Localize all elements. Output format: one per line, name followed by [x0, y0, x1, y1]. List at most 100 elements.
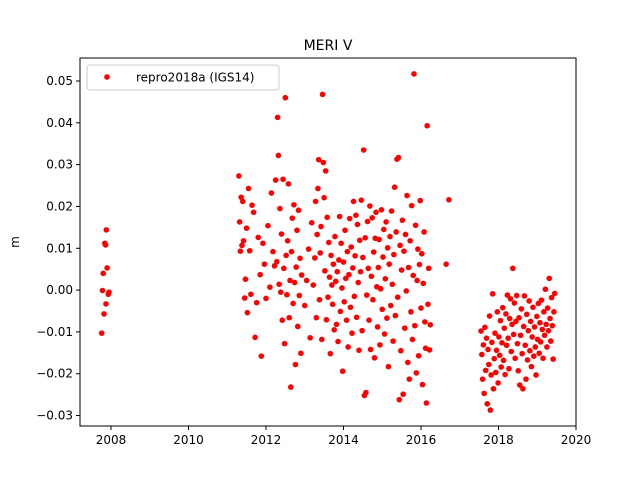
data-point [546, 275, 553, 282]
data-point [487, 407, 494, 413]
data-point [102, 242, 109, 248]
x-axis: 2008 2010 2012 2014 2016 2018 2020 [96, 426, 591, 447]
data-point [103, 301, 109, 307]
data-point [275, 152, 282, 159]
data-point [513, 318, 519, 325]
y-axis: −0.03 −0.02 −0.01 0.00 0.01 0.02 0.03 0.04 0.05 [36, 74, 80, 423]
data-point [379, 306, 386, 313]
data-point [427, 322, 434, 328]
data-point [278, 231, 285, 237]
data-point [479, 351, 485, 358]
data-point [294, 323, 301, 330]
data-point [527, 347, 533, 354]
data-point [413, 370, 420, 376]
data-point [506, 315, 513, 322]
data-point [288, 384, 294, 390]
data-point [321, 194, 327, 201]
data-point [279, 317, 286, 324]
data-point [377, 342, 383, 348]
data-point [301, 302, 308, 309]
data-point [529, 334, 536, 340]
data-point [312, 198, 319, 205]
data-point [545, 327, 552, 334]
data-point [344, 248, 351, 255]
data-point [271, 263, 278, 269]
data-point [375, 264, 382, 271]
data-point [312, 255, 318, 261]
data-point [360, 254, 366, 261]
data-point [240, 237, 247, 244]
data-point [261, 261, 268, 267]
data-point [373, 209, 379, 216]
x-tick-label: 2010 [173, 433, 204, 447]
data-point [337, 308, 344, 315]
data-point [411, 71, 417, 77]
data-point [389, 281, 396, 288]
data-point [537, 319, 543, 326]
y-axis-label: m [8, 236, 22, 248]
data-point [353, 212, 359, 219]
data-point [333, 321, 340, 328]
data-point [317, 250, 324, 256]
data-point [283, 252, 289, 259]
data-point [517, 332, 524, 339]
data-point [351, 293, 358, 300]
data-point [358, 197, 365, 203]
data-point [533, 372, 539, 378]
y-tick-label: 0.00 [46, 283, 73, 297]
data-point [272, 177, 279, 183]
data-point [491, 355, 498, 362]
data-point [544, 305, 551, 311]
data-point [346, 215, 353, 222]
data-point [288, 248, 295, 255]
data-point [327, 350, 334, 357]
data-point [541, 309, 547, 315]
data-point [315, 185, 321, 192]
data-point [482, 324, 488, 331]
data-point [380, 254, 386, 260]
data-point [522, 342, 529, 349]
y-tick-label: −0.01 [36, 325, 73, 339]
data-point [423, 400, 430, 406]
data-point [366, 317, 372, 324]
data-point [345, 344, 351, 350]
data-point [291, 201, 297, 208]
data-point [248, 291, 254, 298]
data-point [281, 265, 287, 272]
data-point [540, 355, 546, 362]
data-point [404, 192, 410, 199]
data-point [297, 255, 303, 262]
data-point [384, 245, 391, 251]
data-point [381, 331, 388, 337]
data-point [298, 272, 305, 278]
data-point [276, 281, 282, 288]
data-point [408, 309, 414, 315]
data-point [348, 244, 355, 250]
data-point [367, 346, 374, 353]
data-point [303, 277, 310, 284]
data-point [378, 207, 385, 213]
data-point [420, 280, 427, 287]
data-point [355, 279, 362, 286]
data-point [492, 369, 499, 376]
legend-label: repro2018a (IGS14) [136, 71, 254, 85]
data-point [483, 335, 490, 341]
data-point [360, 147, 367, 153]
data-point [511, 300, 518, 306]
y-tick-label: 0.04 [46, 116, 73, 130]
data-point [356, 347, 362, 354]
y-tick-label: 0.05 [46, 74, 73, 88]
data-point [307, 334, 313, 341]
data-point [496, 352, 503, 359]
data-point [287, 277, 293, 284]
data-point [336, 257, 342, 263]
data-point [319, 91, 326, 98]
data-point [516, 314, 522, 321]
data-point [519, 350, 525, 357]
data-point [510, 331, 517, 338]
data-point [352, 253, 358, 259]
data-point [244, 309, 251, 316]
data-point [236, 173, 242, 179]
data-point [421, 229, 427, 235]
